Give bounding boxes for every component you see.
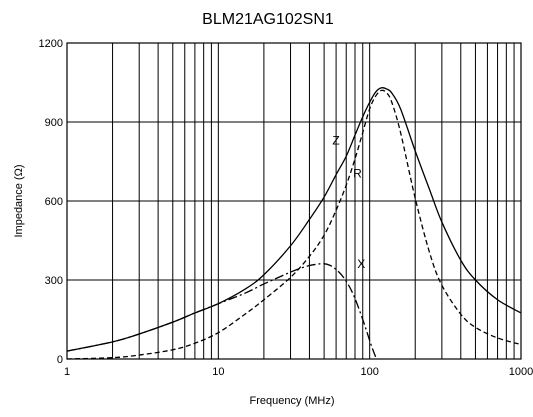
y-tick-label: 600 — [45, 196, 63, 208]
y-tick-label: 300 — [45, 275, 63, 287]
series-x-line — [66, 262, 377, 358]
chart-title: BLM21AG102SN1 — [202, 11, 334, 28]
series-layer — [66, 87, 522, 360]
plot-frame — [66, 42, 522, 360]
y-tick-label: 900 — [45, 117, 63, 129]
x-axis-label: Frequency (MHz) — [250, 395, 335, 407]
curve-label-r: R — [353, 166, 362, 180]
series-r-line — [66, 89, 522, 360]
curve-label-x: X — [357, 257, 365, 271]
y-tick-label: 0 — [57, 354, 63, 366]
x-tick-label: 1000 — [509, 366, 533, 378]
x-tick-label: 100 — [360, 366, 378, 378]
tick-layer: 1 10 100 1000 0 300 600 900 1200 — [39, 38, 533, 378]
annotation-layer: Z R X — [332, 133, 365, 271]
x-tick-label: 1 — [64, 366, 70, 378]
y-axis-label: Impedance (Ω) — [13, 164, 25, 237]
grid-layer — [67, 43, 521, 359]
curve-label-z: Z — [332, 133, 339, 147]
y-tick-label: 1200 — [39, 38, 63, 50]
series-z-line — [66, 87, 522, 352]
x-tick-label: 10 — [212, 366, 224, 378]
